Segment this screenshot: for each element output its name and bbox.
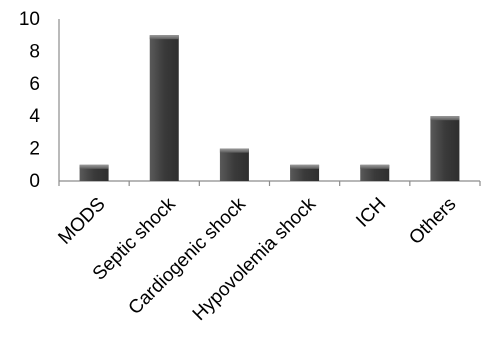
y-tick-label: 10 [19, 9, 40, 30]
category-label: Hypovolemia shock [189, 193, 321, 325]
bar-body [430, 116, 460, 181]
bar-body [79, 164, 109, 181]
y-tick-label: 8 [29, 41, 40, 62]
bar-top-highlight [79, 164, 109, 169]
bar-top-highlight [430, 116, 460, 121]
bar-body [360, 164, 390, 181]
bar-top-highlight [290, 164, 320, 169]
bar [79, 164, 109, 181]
bar [290, 164, 320, 181]
bars [79, 35, 460, 182]
bar-body [149, 35, 179, 182]
category-label: Others [405, 194, 460, 249]
bar-body [219, 148, 249, 181]
bar-top-highlight [219, 148, 249, 153]
category-label: Cardiogenic shock [125, 193, 251, 319]
bar-top-highlight [360, 164, 390, 169]
bar-top-highlight [149, 35, 179, 40]
y-tick-label: 4 [29, 106, 40, 127]
bar [360, 164, 390, 181]
y-tick-label: 2 [29, 139, 40, 160]
y-tick-labels: 0 2 4 6 8 10 [19, 9, 41, 192]
category-label: MODS [54, 194, 109, 249]
bar-body [290, 164, 320, 181]
x-tick-marks [58, 181, 481, 186]
category-label: ICH [352, 194, 390, 232]
bar [430, 116, 460, 181]
y-tick-label: 0 [29, 171, 40, 192]
y-tick-label: 6 [29, 74, 40, 95]
bar [219, 148, 249, 181]
bar [149, 35, 179, 182]
